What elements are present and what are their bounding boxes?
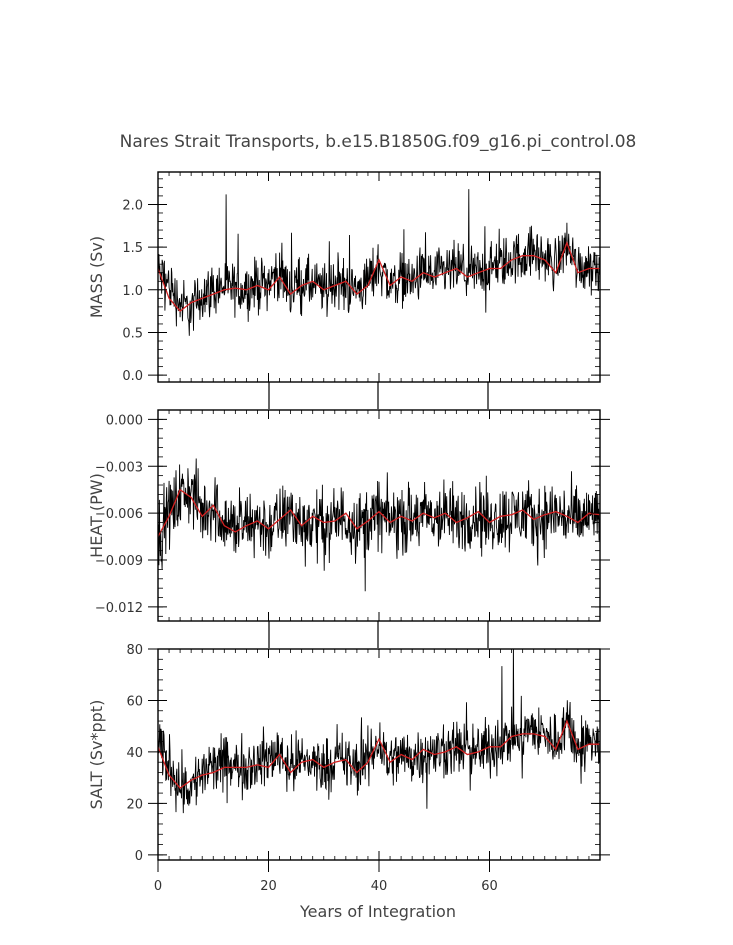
panel-mass-plot: 0.0 0.5 1.0 1.5 2.0 MASS (Sv) bbox=[87, 171, 610, 384]
x-axis-label: Years of Integration bbox=[299, 902, 456, 921]
y-tick-label: 20 bbox=[126, 797, 143, 812]
series-salt-annual-mean bbox=[158, 719, 600, 789]
y-tick-label: 80 bbox=[126, 643, 143, 658]
y-tick-label: 1.5 bbox=[122, 241, 143, 256]
y-tick-label: 0.000 bbox=[106, 413, 143, 428]
series-mass-annual-mean bbox=[158, 241, 600, 312]
panel-heat bbox=[268, 621, 489, 648]
panel-salt-plot: 0 20 40 60 80 SALT (Sv*ppt) 0 20 40 60 bbox=[87, 643, 610, 894]
x-tick-label: 40 bbox=[371, 879, 388, 894]
chart-title: Nares Strait Transports, b.e15.B1850G.f0… bbox=[120, 132, 637, 152]
x-tick-label: 0 bbox=[154, 879, 162, 894]
y-tick-label: 0.5 bbox=[122, 326, 143, 341]
y-tick-label: 0 bbox=[135, 849, 143, 864]
x-tick-label: 60 bbox=[481, 879, 498, 894]
series-salt-monthly bbox=[158, 649, 600, 814]
y-tick-label: 1.0 bbox=[122, 284, 143, 299]
y-axis-label-salt: SALT (Sv*ppt) bbox=[87, 700, 106, 810]
y-tick-label: 0.0 bbox=[122, 369, 143, 384]
y-tick-label: 2.0 bbox=[122, 198, 143, 213]
y-tick-label: 60 bbox=[126, 694, 143, 709]
series-mass-monthly bbox=[158, 189, 600, 336]
panel-heat-plot: −0.012 −0.009 −0.006 −0.003 0.000 HEAT (PW) bbox=[87, 409, 610, 622]
series-heat-monthly bbox=[158, 458, 600, 592]
y-tick-label: 40 bbox=[126, 746, 143, 761]
series-heat-annual-mean bbox=[158, 488, 600, 537]
panel-mass bbox=[268, 382, 489, 409]
y-tick-label: −0.012 bbox=[95, 601, 143, 616]
x-tick-label: 20 bbox=[260, 879, 277, 894]
y-tick-label: −0.003 bbox=[95, 460, 143, 475]
y-axis-label-mass: MASS (Sv) bbox=[87, 236, 106, 318]
y-axis-label-heat: HEAT (PW) bbox=[87, 473, 106, 558]
y-tick-label: −0.009 bbox=[95, 554, 143, 569]
y-tick-label: −0.006 bbox=[95, 507, 143, 522]
